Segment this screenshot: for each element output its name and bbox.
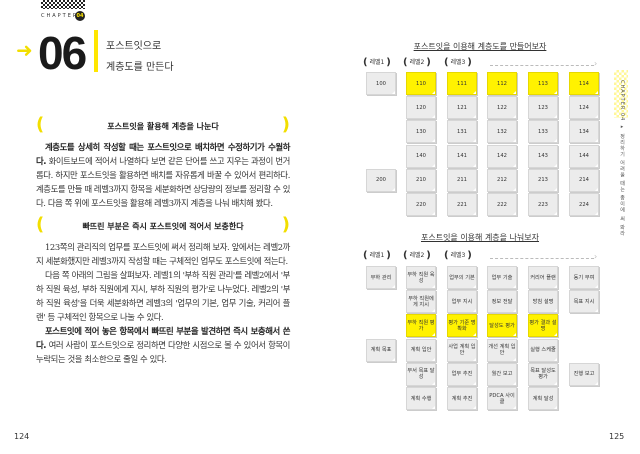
page-number-left: 124 — [14, 432, 30, 441]
arrow-right-icon: ➜ — [16, 38, 33, 62]
sticky-note: 계획 입안 — [406, 338, 436, 362]
sticky-note: 140 — [406, 144, 436, 168]
level-label: ( 레벨2 ) — [403, 57, 431, 68]
sticky-note: 평가 결과 설명 — [528, 314, 558, 338]
sticky-note: 224 — [569, 193, 599, 216]
text: 123쪽의 관리직의 업무를 포스트잇에 써서 정리해 보자. 앞에서는 레벨2… — [36, 242, 290, 266]
sticky-note: 달성도 평가 — [487, 314, 517, 338]
sticky-note: 부하 직원 육성 — [406, 266, 436, 289]
level-label: ( 레벨2 ) — [403, 250, 431, 261]
sticky-note: 실행 스케줄 — [528, 338, 558, 362]
title-line: 계층도를 만든다 — [106, 62, 174, 73]
sticky-note: 업무 기술 — [487, 266, 517, 289]
sticky-note: 평가 기준 명확화 — [447, 314, 477, 338]
sticky-note: 부하 직원에게 지시 — [406, 290, 436, 314]
dashed-arrow — [490, 258, 594, 259]
text: 여러 사람이 포스트잇으로 정리하면 다양한 시점으로 볼 수 있어서 항목이 … — [36, 340, 290, 364]
sticky-note: 진행 보고 — [569, 362, 599, 386]
paragraph-2: 123쪽의 관리직의 업무를 포스트잇에 써서 정리해 보자. 앞에서는 레벨2… — [36, 240, 290, 366]
sticky-note: 개선 계획 입안 — [487, 338, 517, 362]
sticky-note: PDCA 사이클 — [487, 387, 517, 410]
sticky-note: 123 — [528, 96, 558, 120]
sticky-note: 124 — [569, 96, 599, 120]
sticky-note: 122 — [487, 96, 517, 120]
dashed-arrow — [490, 65, 594, 66]
sticky-note: 212 — [487, 168, 517, 192]
sticky-note: 110 — [406, 72, 436, 95]
sticky-note: 142 — [487, 144, 517, 168]
sticky-note: 커리어 플랜 — [528, 266, 558, 289]
text: 다음 쪽 아래의 그림을 살펴보자. 레벨1의 '부하 직원 관리'를 레벨2에… — [36, 270, 290, 322]
sticky-note: 130 — [406, 120, 436, 144]
title-divider — [94, 30, 98, 72]
sticky-note: 부하 직원 평가 — [406, 314, 436, 338]
heading-box: (포스트잇을 활용해 계층을 나눈다) — [36, 114, 290, 135]
sticky-note: 113 — [528, 72, 558, 95]
sticky-note: 220 — [406, 193, 436, 216]
arrow-right-icon: › — [594, 59, 598, 68]
sticky-note: 134 — [569, 120, 599, 144]
sticky-note: 업무의 기본 — [447, 266, 477, 289]
side-tab-text: CHAPTER 04 ▸ 정리하기 어려울 때는 종이에 써 봐라 — [619, 80, 625, 237]
sticky-note: 부하 관리 — [366, 266, 396, 289]
sticky-note: 200 — [366, 168, 396, 192]
sticky-note: 100 — [366, 72, 396, 95]
sticky-note: 계획 수행 — [406, 387, 436, 410]
page-number-right: 125 — [609, 432, 625, 441]
sticky-note: 131 — [447, 120, 477, 144]
sticky-note: 목표 지시 — [569, 290, 599, 314]
sticky-note: 동기 부여 — [569, 266, 599, 289]
sticky-note: 부서 목표 달성 — [406, 362, 436, 386]
heading: 빠뜨린 부분은 즉시 포스트잇에 적어서 보충한다 — [82, 222, 244, 231]
level-label: ( 레벨3 ) — [444, 250, 472, 261]
arrow-right-icon: › — [594, 252, 598, 261]
sticky-note: 210 — [406, 168, 436, 192]
sticky-note: 업무 지시 — [447, 290, 477, 314]
chapter-number-badge: 04 — [75, 11, 85, 21]
sticky-note: 141 — [447, 144, 477, 168]
level-label: ( 레벨1 ) — [363, 250, 391, 261]
body-column: (포스트잇을 활용해 계층을 나눈다) 계층도를 상세히 작성할 때는 포스트잇… — [36, 114, 290, 372]
bold-text: 계층도를 상세히 작성할 때는 포스트잇으로 배치하면 수정하기가 수월하다. — [36, 142, 290, 166]
sticky-note: 144 — [569, 144, 599, 168]
sticky-note: 213 — [528, 168, 558, 192]
sticky-note: 214 — [569, 168, 599, 192]
sticky-note: 132 — [487, 120, 517, 144]
section-number: 06 — [38, 27, 87, 79]
chapter-checker-pattern — [41, 0, 85, 9]
sticky-note: 112 — [487, 72, 517, 95]
sticky-note: 111 — [447, 72, 477, 95]
level-label: ( 레벨1 ) — [363, 57, 391, 68]
sticky-note: 222 — [487, 193, 517, 216]
paragraph-1: 계층도를 상세히 작성할 때는 포스트잇으로 배치하면 수정하기가 수월하다. … — [36, 140, 290, 210]
sticky-note: 계획 목표 — [366, 338, 396, 362]
title-line: 포스트잇으로 — [106, 41, 162, 52]
sticky-note: 목표 달성도 평가 — [528, 362, 558, 386]
sticky-note: 133 — [528, 120, 558, 144]
chart2-title: 포스트잇을 이용해 계층을 나눠보자 — [420, 233, 540, 242]
heading-box: (빠뜨린 부분은 즉시 포스트잇에 적어서 보충한다) — [36, 214, 290, 235]
sticky-note: 121 — [447, 96, 477, 120]
sticky-note: 221 — [447, 193, 477, 216]
sticky-note: 계획 추진 — [447, 387, 477, 410]
chart1-title: 포스트잇을 이용해 계층도를 만들어보자 — [413, 42, 547, 51]
sticky-note: 방침 설명 — [528, 290, 558, 314]
heading: 포스트잇을 활용해 계층을 나눈다 — [107, 122, 219, 131]
bold-text: 포스트잇에 적어 놓은 항목에서 빠뜨린 부분을 발견하면 즉시 보충해서 쓴다… — [36, 326, 290, 350]
sticky-note: 211 — [447, 168, 477, 192]
sticky-note: 120 — [406, 96, 436, 120]
sticky-note: 월간 보고 — [487, 362, 517, 386]
sticky-note: 사업 계획 입안 — [447, 338, 477, 362]
sticky-note: 계획 달성 — [528, 387, 558, 410]
sticky-note: 114 — [569, 72, 599, 95]
sticky-note: 143 — [528, 144, 558, 168]
chapter-label: CHAPTER — [41, 13, 79, 19]
sticky-note: 업무 추진 — [447, 362, 477, 386]
sticky-note: 정보 전달 — [487, 290, 517, 314]
sticky-note: 223 — [528, 193, 558, 216]
side-tab-pattern — [614, 70, 628, 118]
text: 화이트보드에 적어서 나열하다 보면 같은 단어를 쓰고 지우는 과정이 번거롭… — [36, 156, 291, 208]
level-label: ( 레벨3 ) — [444, 57, 472, 68]
